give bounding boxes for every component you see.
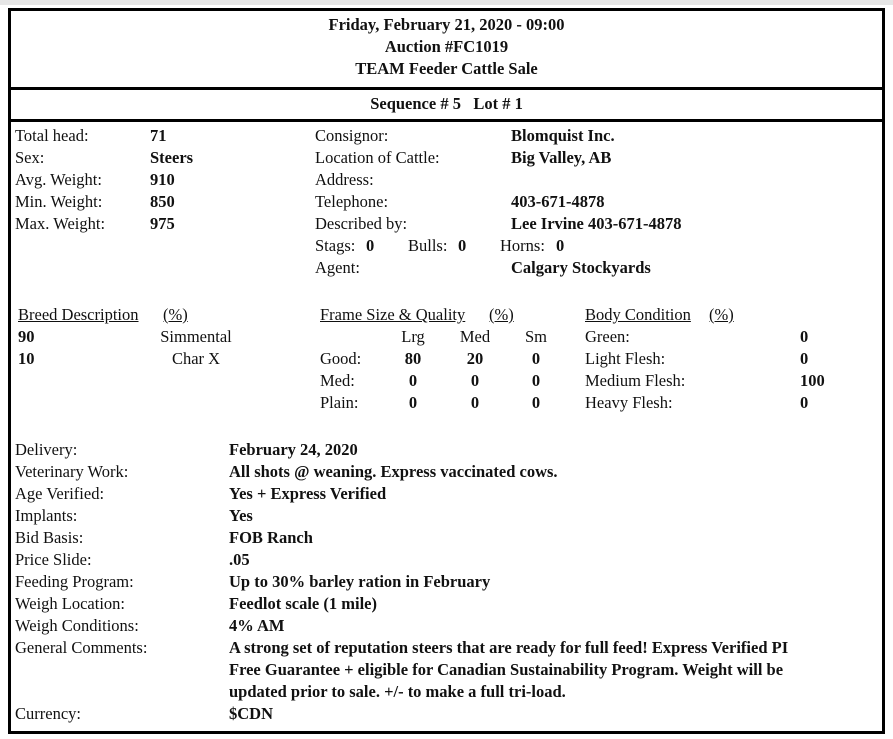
frame-col-header: Med <box>459 327 491 346</box>
frame-value: 0 <box>470 393 480 412</box>
frame-value: 80 <box>404 349 422 368</box>
summary-value: 71 <box>150 126 167 145</box>
summary-label: Max. Weight: <box>15 214 106 233</box>
consignor-label: Location of Cattle: <box>315 148 440 167</box>
frame-value: 20 <box>466 349 484 368</box>
summary-value: 850 <box>150 192 175 211</box>
frame-value: 0 <box>531 349 541 368</box>
frame-row-label: Good: <box>320 349 362 368</box>
frame-col-header: Lrg <box>401 327 425 346</box>
detail-label: Price Slide: <box>15 550 92 569</box>
body-label: Heavy Flesh: <box>585 393 673 412</box>
sale-name: TEAM Feeder Cattle Sale <box>355 59 538 78</box>
summary-label: Avg. Weight: <box>15 170 102 189</box>
lot-details <box>8 119 885 734</box>
detail-value: Yes + Express Verified <box>229 484 387 503</box>
lot-header: Sequence # 5 Lot # 1 <box>8 87 885 122</box>
detail-label: Feeding Program: <box>15 572 134 591</box>
frame-col-header: Sm <box>524 327 547 346</box>
consignor-label: Address: <box>315 170 374 189</box>
agent-label: Agent: <box>315 258 360 277</box>
detail-value: Yes <box>229 506 253 525</box>
body-value: 0 <box>800 349 809 368</box>
frame-value: 0 <box>531 371 541 390</box>
frame-row-label: Plain: <box>320 393 359 412</box>
sale-header: Friday, February 21, 2020 - 09:00 Auctio… <box>8 8 885 90</box>
comments-label: General Comments: <box>15 638 148 657</box>
currency-label: Currency: <box>15 704 81 723</box>
body-title: Body Condition <box>585 305 691 324</box>
detail-label: Implants: <box>15 506 78 525</box>
consignor-value: Blomquist Inc. <box>511 126 615 145</box>
agent-value: Calgary Stockyards <box>511 258 651 277</box>
detail-label: Veterinary Work: <box>15 462 129 481</box>
breed-name: Simmental <box>160 327 232 346</box>
comments-text: updated prior to sale. +/- to make a ful… <box>229 682 566 701</box>
consignor-label: Telephone: <box>315 192 389 211</box>
frame-pct: (%) <box>489 305 514 324</box>
stags-label: Stags: <box>315 236 356 255</box>
breed-pct: (%) <box>163 305 188 324</box>
horns-label: Horns: <box>500 236 545 255</box>
detail-label: Delivery: <box>15 440 78 459</box>
detail-value: 4% AM <box>229 616 285 635</box>
body-label: Medium Flesh: <box>585 371 686 390</box>
detail-value: All shots @ weaning. Express vaccinated … <box>229 462 558 481</box>
summary-label: Sex: <box>15 148 45 167</box>
detail-value: Feedlot scale (1 mile) <box>229 594 377 613</box>
currency-value: $CDN <box>229 704 273 723</box>
consignor-value: 403-671-4878 <box>511 192 605 211</box>
comments-text: A strong set of reputation steers that a… <box>229 638 789 657</box>
breed-pct-value: 90 <box>18 327 35 346</box>
auction-number: Auction #FC1019 <box>384 37 509 56</box>
bulls-label: Bulls: <box>408 236 448 255</box>
frame-value: 0 <box>408 371 418 390</box>
body-value: 100 <box>800 371 825 390</box>
detail-value: February 24, 2020 <box>229 440 358 459</box>
detail-value: .05 <box>229 550 250 569</box>
detail-label: Age Verified: <box>15 484 105 503</box>
summary-label: Total head: <box>15 126 89 145</box>
frame-value: 0 <box>408 393 418 412</box>
consignor-value: Big Valley, AB <box>511 148 612 167</box>
bulls-value: 0 <box>458 236 467 255</box>
detail-value: FOB Ranch <box>229 528 313 547</box>
comments-text: Free Guarantee + eligible for Canadian S… <box>229 660 784 679</box>
frame-row-label: Med: <box>320 371 355 390</box>
summary-value: Steers <box>150 148 194 167</box>
detail-value: Up to 30% barley ration in February <box>229 572 491 591</box>
summary-value: 975 <box>150 214 175 233</box>
frame-value: 0 <box>470 371 480 390</box>
detail-label: Weigh Location: <box>15 594 126 613</box>
summary-label: Min. Weight: <box>15 192 103 211</box>
sequence-lot: Sequence # 5 Lot # 1 <box>370 94 523 113</box>
stags-value: 0 <box>366 236 375 255</box>
body-label: Green: <box>585 327 630 346</box>
consignor-value: Lee Irvine 403-671-4878 <box>511 214 682 233</box>
body-value: 0 <box>800 393 809 412</box>
top-bar <box>0 0 893 5</box>
body-label: Light Flesh: <box>585 349 666 368</box>
breed-name: Char X <box>171 349 221 368</box>
body-pct: (%) <box>709 305 734 324</box>
detail-label: Weigh Conditions: <box>15 616 139 635</box>
horns-value: 0 <box>556 236 565 255</box>
breed-title: Breed Description <box>18 305 139 324</box>
body-value: 0 <box>800 327 809 346</box>
breed-pct-value: 10 <box>18 349 35 368</box>
consignor-label: Consignor: <box>315 126 389 145</box>
detail-label: Bid Basis: <box>15 528 84 547</box>
sale-date: Friday, February 21, 2020 - 09:00 <box>328 15 565 34</box>
frame-value: 0 <box>531 393 541 412</box>
consignor-label: Described by: <box>315 214 408 233</box>
frame-title: Frame Size & Quality <box>320 305 466 324</box>
summary-value: 910 <box>150 170 175 189</box>
